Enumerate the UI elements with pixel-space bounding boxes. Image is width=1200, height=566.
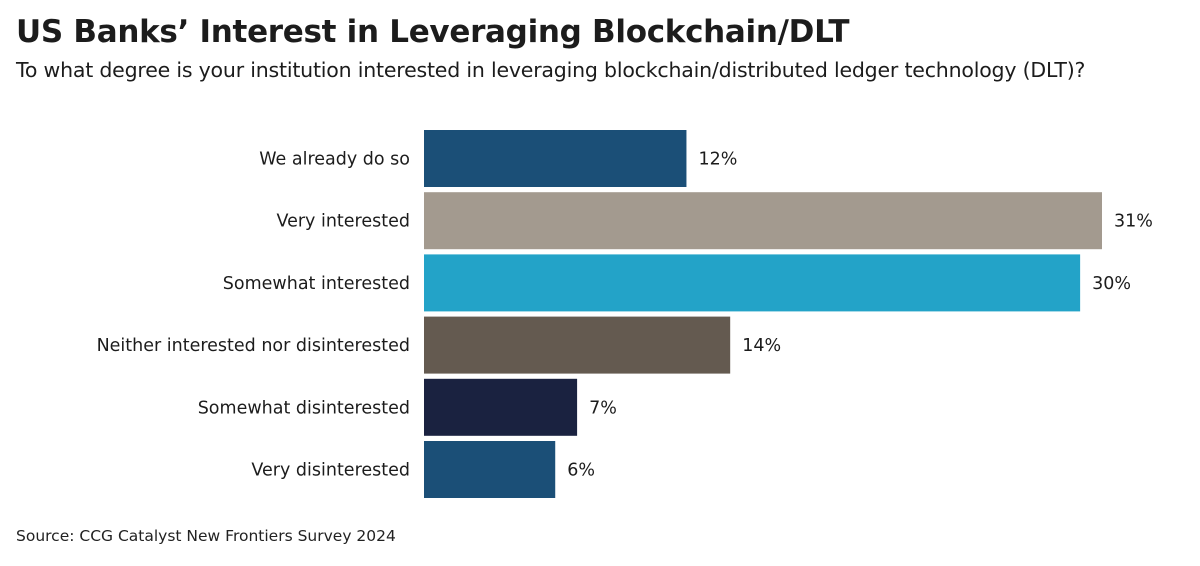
value-label: 12% [698, 150, 737, 170]
bar-2 [424, 254, 1081, 312]
category-label: Very interested [276, 212, 410, 232]
category-label: Neither interested nor disinterested [97, 336, 410, 356]
bar-5 [424, 441, 556, 498]
value-label: 6% [567, 461, 595, 481]
category-label: Somewhat interested [223, 274, 410, 294]
bar-0 [424, 130, 687, 187]
bar-3 [424, 316, 731, 374]
chart-title: US Banks’ Interest in Leveraging Blockch… [16, 14, 850, 50]
value-label: 7% [589, 398, 617, 418]
bar-1 [424, 192, 1102, 250]
category-label: We already do so [259, 150, 410, 170]
value-label: 31% [1114, 212, 1153, 232]
bar-4 [424, 378, 578, 436]
chart-subtitle: To what degree is your institution inter… [16, 58, 1086, 82]
value-label: 14% [742, 336, 781, 356]
value-label: 30% [1092, 274, 1131, 294]
source-note: Source: CCG Catalyst New Frontiers Surve… [16, 527, 396, 545]
category-label: Somewhat disinterested [198, 398, 410, 418]
category-label: Very disinterested [251, 461, 410, 481]
